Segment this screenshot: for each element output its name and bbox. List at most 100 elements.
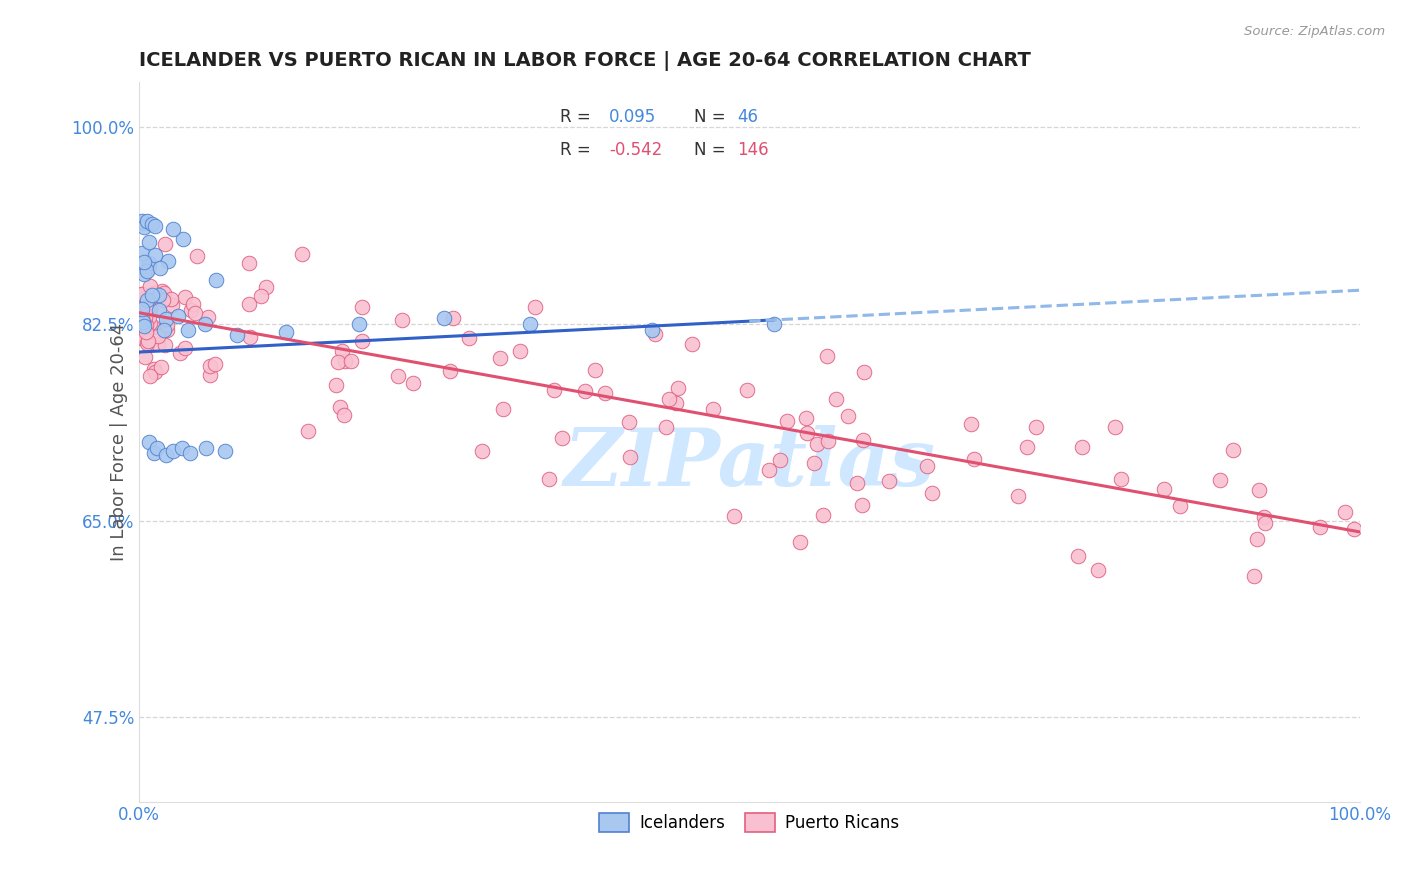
Point xyxy=(523,300,546,314)
Point xyxy=(156,323,179,337)
Point xyxy=(198,359,221,373)
Text: ICELANDER VS PUERTO RICAN IN LABOR FORCE | AGE 20-64 CORRELATION CHART: ICELANDER VS PUERTO RICAN IN LABOR FORCE… xyxy=(139,51,1031,70)
Point xyxy=(131,245,153,260)
Point xyxy=(915,459,938,474)
Point xyxy=(837,409,859,424)
Point xyxy=(238,297,260,311)
Point xyxy=(177,322,200,336)
Point xyxy=(1025,419,1047,434)
Point xyxy=(665,396,688,410)
Point xyxy=(139,302,162,317)
Point xyxy=(131,323,153,337)
Point xyxy=(138,259,160,273)
Point xyxy=(134,316,156,330)
Point xyxy=(1243,569,1265,583)
Point xyxy=(138,298,160,312)
Point xyxy=(134,320,156,334)
Point xyxy=(768,453,790,467)
Point xyxy=(811,508,834,522)
Point xyxy=(595,386,617,401)
Point xyxy=(180,302,202,317)
Point xyxy=(225,328,247,343)
Point xyxy=(148,288,170,302)
Point xyxy=(441,311,464,326)
Point xyxy=(352,300,374,314)
Point xyxy=(145,248,167,262)
Point xyxy=(297,424,319,438)
Point xyxy=(142,362,165,376)
Text: R =: R = xyxy=(560,141,591,160)
Point xyxy=(433,311,456,326)
Text: 46: 46 xyxy=(737,108,758,126)
Point xyxy=(150,284,173,298)
Text: 0.095: 0.095 xyxy=(609,108,657,126)
Point xyxy=(291,247,314,261)
Point xyxy=(1222,443,1244,458)
Point xyxy=(135,264,157,278)
Point xyxy=(186,249,208,263)
Point xyxy=(142,320,165,334)
Point xyxy=(136,335,159,350)
Point xyxy=(391,313,413,327)
Point xyxy=(655,420,678,434)
Point xyxy=(139,279,162,293)
Point xyxy=(1153,483,1175,497)
Point xyxy=(131,293,153,307)
Point xyxy=(183,306,205,320)
Point xyxy=(249,289,271,303)
Text: -0.542: -0.542 xyxy=(609,141,662,160)
Point xyxy=(174,290,197,304)
Point xyxy=(574,384,596,399)
Point xyxy=(1247,483,1270,498)
Point xyxy=(142,285,165,300)
Point xyxy=(851,498,873,512)
Point xyxy=(157,254,180,268)
Point xyxy=(136,301,159,316)
Point xyxy=(173,341,195,355)
Point xyxy=(332,408,354,422)
Point xyxy=(666,381,689,395)
Point xyxy=(776,413,799,427)
Point xyxy=(167,309,190,323)
Point xyxy=(155,311,177,326)
Point xyxy=(658,392,681,406)
Point xyxy=(139,316,162,330)
Point xyxy=(155,449,177,463)
Point xyxy=(387,369,409,384)
Point xyxy=(162,222,184,236)
Point xyxy=(1309,519,1331,533)
Point xyxy=(806,437,828,451)
Point xyxy=(179,446,201,460)
Point xyxy=(138,301,160,316)
Point xyxy=(1067,549,1090,563)
Point xyxy=(1007,489,1029,503)
Point xyxy=(132,315,155,329)
Point xyxy=(134,267,156,281)
Point xyxy=(489,351,512,366)
Point xyxy=(135,289,157,303)
Point xyxy=(1209,473,1232,487)
Legend: Icelanders, Puerto Ricans: Icelanders, Puerto Ricans xyxy=(588,801,911,844)
Point xyxy=(135,304,157,318)
Point xyxy=(153,285,176,300)
Point xyxy=(131,303,153,318)
Text: 146: 146 xyxy=(737,141,769,160)
Point xyxy=(789,535,811,549)
Point xyxy=(162,444,184,458)
Point xyxy=(330,344,353,359)
Text: R =: R = xyxy=(560,108,591,126)
Point xyxy=(852,365,875,379)
Point xyxy=(131,214,153,228)
Point xyxy=(200,368,222,383)
Point xyxy=(138,235,160,250)
Point xyxy=(170,441,193,455)
Point xyxy=(131,331,153,345)
Point xyxy=(333,353,356,368)
Point xyxy=(143,365,166,379)
Point xyxy=(132,216,155,230)
Point xyxy=(274,325,297,339)
Point xyxy=(723,508,745,523)
Point xyxy=(135,213,157,227)
Point xyxy=(254,280,277,294)
Point xyxy=(146,441,169,455)
